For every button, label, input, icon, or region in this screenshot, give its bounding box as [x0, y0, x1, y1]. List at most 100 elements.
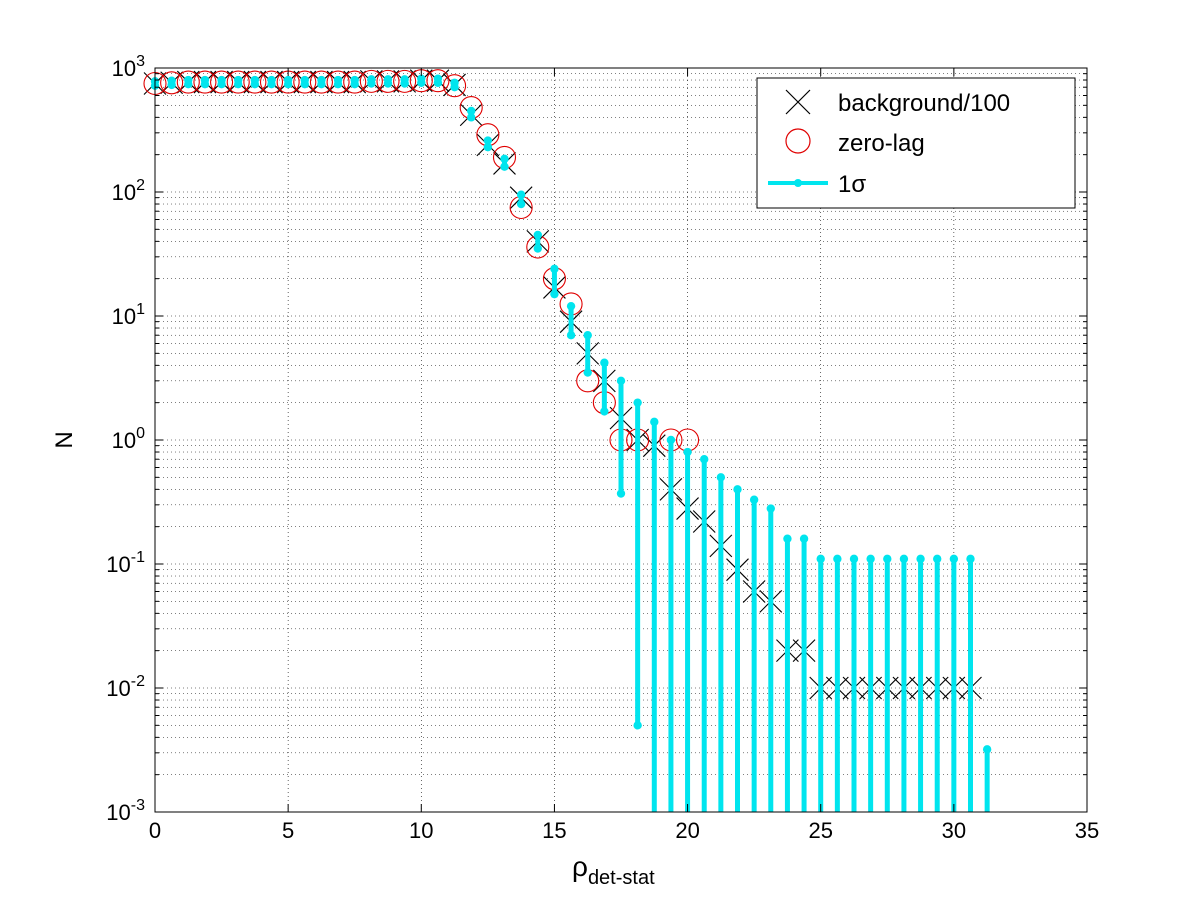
sigma-bar-lower-cap [200, 80, 210, 89]
sigma-bar-upper-cap [516, 190, 526, 199]
sigma-errorbar [417, 74, 426, 87]
sigma-errorbar [716, 473, 726, 812]
sigma-errorbar [683, 447, 692, 812]
sigma-bar-lower-cap [283, 80, 293, 89]
sigma-errorbar [866, 554, 875, 812]
sigma-errorbar [650, 417, 659, 812]
x-tick-label: 10 [409, 818, 433, 843]
sigma-bar-upper-cap [483, 136, 493, 145]
zero-lag-point [343, 70, 367, 94]
sigma-errorbar [783, 534, 792, 812]
sigma-errorbar [167, 76, 176, 90]
sigma-bar-upper-cap [467, 106, 476, 116]
sigma-errorbar [500, 154, 509, 171]
sigma-errorbar [483, 136, 493, 152]
zero-lag-point [359, 69, 383, 93]
sigma-bar-lower-cap [250, 80, 260, 89]
sigma-bar-upper-cap [650, 417, 659, 427]
sigma-errorbar [966, 554, 975, 812]
x-axis-label: ρdet-stat [572, 851, 655, 889]
y-tick-label: 100 [112, 425, 145, 453]
legend-label-sigma: 1σ [838, 171, 866, 198]
sigma-errorbar [300, 75, 309, 89]
sigma-bar-lower-cap [167, 80, 176, 90]
sigma-errorbar [533, 230, 542, 253]
sigma-bar-lower-cap [217, 80, 226, 89]
sigma-errorbar [267, 75, 276, 89]
sigma-errorbar [666, 435, 676, 812]
x-tick-label: 25 [808, 818, 832, 843]
x-tick-label: 0 [149, 818, 161, 843]
sigma-bar-upper-cap [766, 504, 775, 513]
sigma-errorbar [583, 331, 592, 377]
sigma-bar-upper-cap [683, 447, 692, 457]
sigma-bar-lower-cap [367, 79, 376, 88]
sigma-bar-lower-cap [267, 80, 276, 89]
y-tick-label: 10-2 [106, 673, 145, 701]
sigma-errorbar [467, 106, 476, 122]
sigma-errorbar [283, 75, 293, 89]
legend-item-sigma: 1σ [768, 171, 866, 198]
sigma-errorbar [833, 554, 842, 812]
y-axis-label: N [51, 431, 78, 448]
sigma-errorbar [383, 75, 393, 88]
sigma-bar-upper-cap [500, 154, 509, 164]
sigma-errorbar [916, 554, 925, 812]
zero-lag-point [259, 70, 284, 94]
zero-lag-point [393, 69, 417, 93]
sigma-bar-lower-cap [616, 489, 626, 498]
sigma-errorbar [450, 78, 459, 92]
x-tick-label: 15 [542, 818, 566, 843]
zero-lag-point [226, 70, 250, 94]
sigma-errorbar [566, 301, 576, 340]
sigma-bar-lower-cap [184, 80, 193, 89]
zero-lag-point [326, 70, 350, 94]
legend-label-background: background/100 [838, 90, 1010, 117]
sigma-errorbar [367, 75, 376, 88]
sigma-bar-lower-cap [533, 244, 542, 253]
sigma-bar-lower-cap [300, 80, 309, 89]
sigma-errorbar [200, 75, 210, 89]
sigma-bar-upper-cap [633, 398, 642, 407]
sigma-bar-upper-cap [799, 534, 809, 543]
sigma-errorbar [816, 554, 825, 812]
sigma-bar-upper-cap [749, 495, 759, 504]
axis-ticks: 0 5 10 15 20 25 30 35 10-3 10-2 10-1 100 101 102 103 [106, 53, 1099, 843]
x-tick-label: 30 [942, 818, 966, 843]
sigma-bar-lower-cap [633, 721, 642, 730]
sigma-bar-upper-cap [533, 230, 542, 240]
sigma-bar-upper-cap [816, 554, 825, 564]
sigma-bar-lower-cap [450, 83, 459, 92]
sigma-bar-lower-cap [550, 289, 559, 299]
y-tick-label: 10-1 [106, 549, 145, 577]
sigma-bar-lower-cap [400, 79, 409, 88]
sigma-bar-lower-cap [383, 79, 393, 88]
sigma-errorbar [516, 190, 526, 209]
zero-lag-point [176, 70, 200, 94]
y-tick-label: 102 [112, 177, 145, 205]
sigma-errorbar [799, 534, 809, 812]
legend-x-marker [785, 89, 811, 115]
sigma-errorbar [600, 358, 609, 416]
data-marks [143, 69, 992, 812]
sigma-bar-upper-cap [899, 554, 909, 564]
sigma-bar-upper-cap [916, 554, 925, 564]
zero-lag-point [309, 70, 333, 94]
zero-lag-point [210, 70, 234, 94]
zero-lag-point [243, 70, 267, 94]
sigma-bar-lower-cap [500, 162, 509, 171]
legend-label-zero-lag: zero-lag [838, 130, 925, 157]
sigma-errorbar [766, 504, 775, 812]
sigma-bar-lower-cap [600, 407, 609, 416]
sigma-bar-upper-cap [700, 455, 709, 464]
sigma-errorbar [616, 376, 626, 498]
sigma-bar-upper-cap [733, 485, 742, 494]
sigma-errorbar [184, 75, 193, 89]
sigma-bar-lower-cap [583, 368, 592, 377]
zero-lag-point [160, 71, 184, 95]
sigma-bar-upper-cap [849, 554, 859, 564]
sigma-errorbar [883, 554, 892, 812]
sigma-errorbar [733, 485, 742, 812]
sigma-bar-upper-cap [982, 745, 992, 754]
